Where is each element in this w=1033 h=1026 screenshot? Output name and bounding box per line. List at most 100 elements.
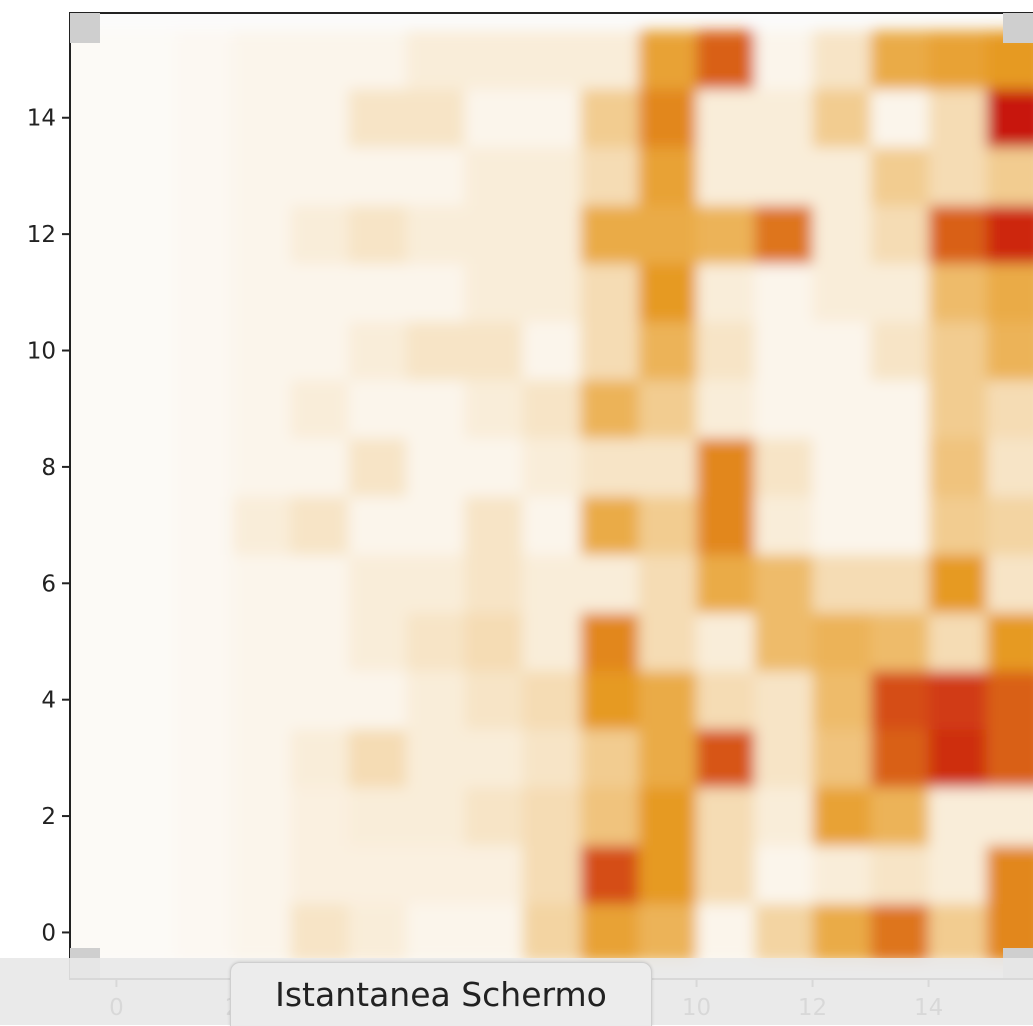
- heatmap-cell: [986, 728, 1033, 788]
- heatmap-cell: [870, 88, 930, 148]
- heatmap-cell: [290, 146, 349, 206]
- heatmap-cell: [754, 263, 814, 322]
- heatmap-cell: [986, 437, 1033, 497]
- heatmap-cell: [580, 30, 640, 90]
- heatmap-cell: [754, 903, 814, 963]
- heatmap-cell: [290, 205, 349, 264]
- heatmap-cell: [232, 379, 291, 439]
- heatmap-cell: [870, 146, 930, 206]
- heatmap-cell: [406, 379, 466, 439]
- heatmap-cell: [406, 146, 466, 206]
- heatmap-cell: [754, 496, 814, 555]
- heatmap-cell: [174, 30, 233, 90]
- heatmap-cell: [754, 88, 814, 148]
- heatmap-cell: [580, 670, 640, 730]
- heatmap-cell: [174, 146, 233, 206]
- corner-handle-top-left[interactable]: [70, 13, 100, 43]
- heatmap-cell: [70, 787, 117, 846]
- heatmap-cell: [290, 263, 349, 322]
- heatmap-cell: [290, 437, 349, 497]
- heatmap-cell: [696, 321, 756, 381]
- heatmap-cell: [580, 321, 640, 381]
- heatmap-cell: [116, 554, 175, 613]
- heatmap-cell: [986, 321, 1033, 381]
- heatmap-cell: [986, 146, 1033, 206]
- heatmap-cell: [870, 903, 930, 963]
- heatmap-cell: [522, 496, 582, 555]
- heatmap-cell: [406, 321, 466, 381]
- heatmap-cell: [870, 437, 930, 497]
- heatmap-cell: [70, 728, 117, 788]
- corner-handle-top-right[interactable]: [1003, 13, 1033, 43]
- heatmap-cell: [116, 321, 175, 381]
- heatmap-cell: [70, 612, 117, 672]
- heatmap-cell: [580, 612, 640, 672]
- heatmap-cell: [70, 845, 117, 904]
- heatmap-cell: [348, 612, 408, 672]
- heatmap-cell: [522, 612, 582, 672]
- heatmap-cell: [928, 903, 988, 963]
- heatmap-cell: [70, 379, 117, 439]
- heatmap-cell: [870, 205, 930, 264]
- heatmap-cell: [870, 263, 930, 322]
- heatmap-cell: [464, 554, 524, 613]
- heatmap-cell: [348, 146, 408, 206]
- heatmap-cell: [116, 612, 175, 672]
- heatmap-cell: [348, 670, 408, 730]
- heatmap-cell: [870, 845, 930, 904]
- screenshot-label: Istantanea Schermo: [230, 962, 652, 1026]
- heatmap-cell: [290, 379, 349, 439]
- heatmap-cell: [812, 146, 872, 206]
- heatmap-cell: [232, 263, 291, 322]
- heatmap-cell: [986, 205, 1033, 264]
- heatmap-cell: [580, 205, 640, 264]
- heatmap-cell: [406, 30, 466, 90]
- heatmap-cell: [870, 30, 930, 90]
- heatmap-cell: [290, 903, 349, 963]
- heatmap-cell: [754, 728, 814, 788]
- heatmap-cell: [406, 437, 466, 497]
- heatmap-cell: [696, 205, 756, 264]
- heatmap-cell: [812, 30, 872, 90]
- heatmap-cell: [116, 903, 175, 963]
- heatmap-cell: [522, 728, 582, 788]
- heatmap-cell: [696, 612, 756, 672]
- y-tick-label: 6: [41, 571, 56, 597]
- heatmap-cell: [116, 845, 175, 904]
- heatmap-cell: [406, 554, 466, 613]
- heatmap-cell: [464, 787, 524, 846]
- heatmap-cell: [290, 728, 349, 788]
- heatmap-cell: [290, 787, 349, 846]
- heatmap-cell: [290, 612, 349, 672]
- heatmap-cell: [696, 554, 756, 613]
- heatmap-cell: [638, 205, 698, 264]
- heatmap-cell: [580, 263, 640, 322]
- heatmap-cell: [174, 554, 233, 613]
- heatmap-cell: [70, 263, 117, 322]
- heatmap-cell: [348, 437, 408, 497]
- heatmap-cell: [464, 496, 524, 555]
- heatmap-cell: [696, 787, 756, 846]
- heatmap-cell: [696, 379, 756, 439]
- heatmap-cell: [406, 496, 466, 555]
- heatmap-cell: [464, 379, 524, 439]
- heatmap-cell: [522, 903, 582, 963]
- heatmap-cell: [70, 496, 117, 555]
- heatmap-cell: [580, 437, 640, 497]
- heatmap-cell: [232, 612, 291, 672]
- heatmap-cell: [928, 379, 988, 439]
- heatmap-cell: [696, 88, 756, 148]
- heatmap-cell: [174, 88, 233, 148]
- heatmap-cells: [70, 30, 1033, 963]
- heatmap-cell: [348, 30, 408, 90]
- heatmap-cell: [464, 437, 524, 497]
- heatmap-cell: [522, 554, 582, 613]
- heatmap-cell: [696, 496, 756, 555]
- heatmap-cell: [116, 30, 175, 90]
- heatmap-cell: [812, 496, 872, 555]
- heatmap-cell: [754, 205, 814, 264]
- heatmap-cell: [638, 612, 698, 672]
- heatmap-cell: [986, 845, 1033, 904]
- heatmap-cell: [928, 554, 988, 613]
